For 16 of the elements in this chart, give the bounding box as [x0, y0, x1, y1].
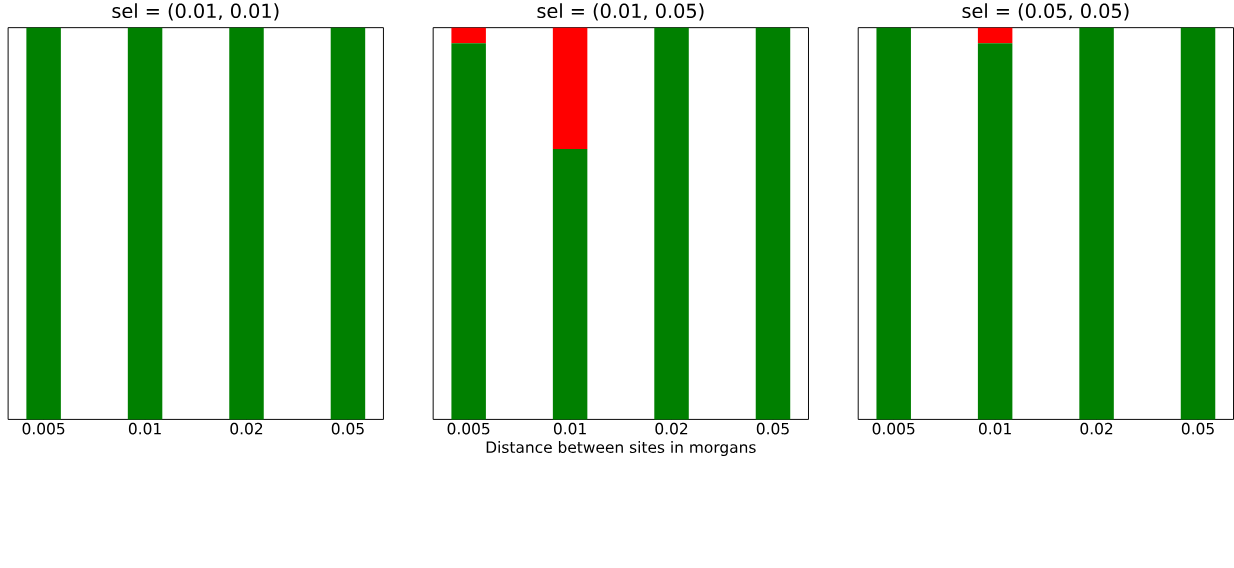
x-tick-label: 0.02	[1080, 422, 1113, 435]
x-tick-label: 0.02	[655, 422, 688, 435]
x-axis-title: Distance between sites in morgans	[486, 440, 756, 456]
x-tick-label: 0.05	[1181, 422, 1214, 435]
chart-title: sel = (0.01, 0.05)	[537, 3, 704, 21]
x-tick-label: 0.005	[447, 422, 490, 435]
x-tick-label: 0.05	[331, 422, 364, 435]
x-tick-label: 0.01	[553, 422, 586, 435]
x-tick-label: 0.005	[22, 422, 65, 435]
chart-title: sel = (0.01, 0.01)	[112, 3, 279, 21]
x-tick-label: 0.01	[128, 422, 161, 435]
x-tick-label: 0.05	[756, 422, 789, 435]
x-tick-label: 0.02	[230, 422, 263, 435]
chart-title: sel = (0.05, 0.05)	[962, 3, 1129, 21]
x-tick-label: 0.01	[978, 422, 1011, 435]
x-tick-label: 0.005	[872, 422, 915, 435]
